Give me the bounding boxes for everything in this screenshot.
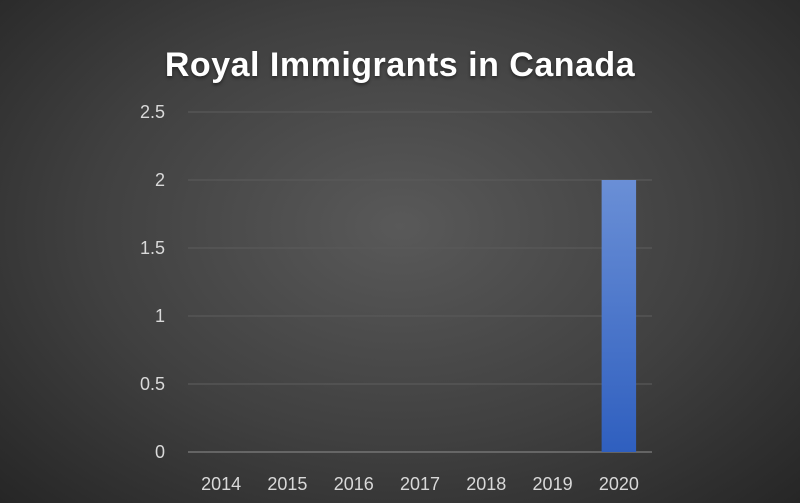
- chart-title: Royal Immigrants in Canada: [164, 46, 636, 84]
- y-tick-label: 1: [155, 306, 165, 326]
- x-tick-label: 2014: [201, 474, 241, 494]
- x-tick-label: 2016: [334, 474, 374, 494]
- y-tick-label: 2.5: [140, 102, 165, 122]
- x-tick-label: 2020: [599, 474, 639, 494]
- x-tick-label: 2019: [533, 474, 573, 494]
- x-tick-label: 2018: [466, 474, 506, 494]
- y-tick-label: 2: [155, 170, 165, 190]
- x-tick-label: 2015: [267, 474, 307, 494]
- x-tick-label: 2017: [400, 474, 440, 494]
- y-tick-label: 0.5: [140, 374, 165, 394]
- y-tick-label: 0: [155, 442, 165, 462]
- y-tick-label: 1.5: [140, 238, 165, 258]
- bar-2020: [601, 180, 637, 452]
